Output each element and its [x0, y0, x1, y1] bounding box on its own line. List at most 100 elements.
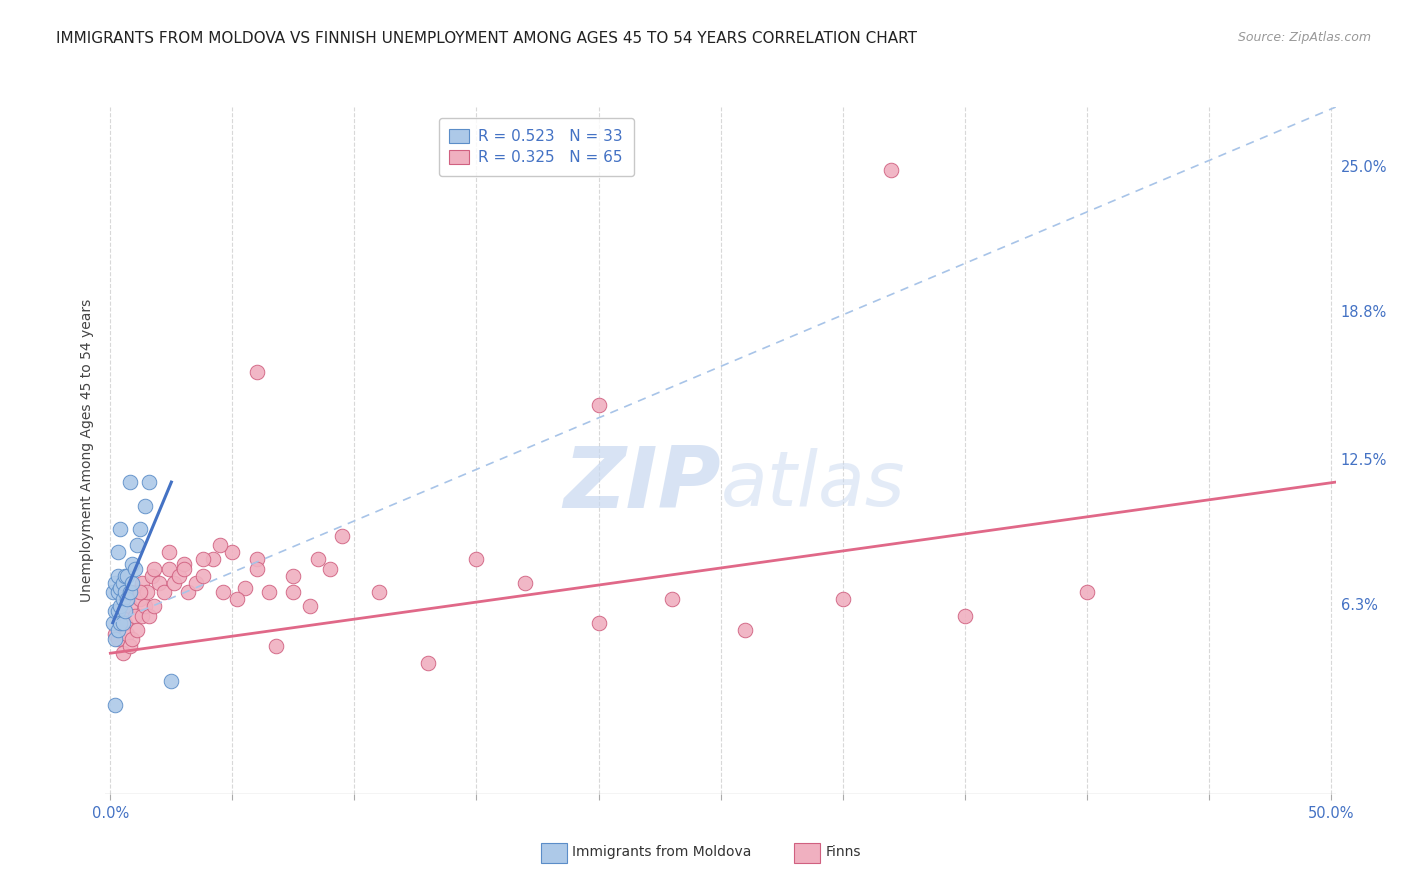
- Point: [124, 585, 146, 599]
- Point: [134, 599, 156, 614]
- Point: [173, 557, 195, 571]
- Point: [121, 575, 143, 590]
- Point: [128, 585, 150, 599]
- Point: [136, 585, 159, 599]
- Point: [114, 615, 136, 630]
- Point: [246, 562, 269, 576]
- Point: [114, 604, 136, 618]
- Point: [107, 623, 129, 637]
- Point: [117, 592, 139, 607]
- Point: [111, 592, 134, 607]
- Text: Finns: Finns: [825, 845, 860, 859]
- Point: [157, 562, 180, 576]
- Point: [121, 632, 143, 647]
- Point: [257, 585, 280, 599]
- Point: [211, 585, 233, 599]
- Point: [246, 552, 269, 566]
- Point: [111, 646, 134, 660]
- Point: [167, 569, 190, 583]
- Point: [307, 552, 329, 566]
- Legend: R = 0.523   N = 33, R = 0.325   N = 65: R = 0.523 N = 33, R = 0.325 N = 65: [439, 118, 634, 176]
- Point: [880, 163, 903, 178]
- Point: [111, 604, 134, 618]
- Point: [104, 627, 127, 641]
- Point: [138, 475, 160, 489]
- Point: [191, 552, 214, 566]
- Point: [124, 608, 146, 623]
- Point: [118, 585, 141, 599]
- Point: [104, 604, 127, 618]
- Text: ZIP: ZIP: [562, 443, 721, 526]
- Point: [246, 365, 269, 379]
- Point: [367, 585, 389, 599]
- Point: [108, 615, 131, 630]
- Point: [588, 615, 610, 630]
- Point: [118, 639, 141, 653]
- Point: [108, 615, 131, 630]
- Point: [143, 562, 166, 576]
- Point: [226, 592, 249, 607]
- Point: [515, 575, 537, 590]
- Text: Source: ZipAtlas.com: Source: ZipAtlas.com: [1237, 31, 1371, 45]
- Point: [953, 608, 976, 623]
- Point: [101, 585, 124, 599]
- Point: [266, 639, 288, 653]
- Point: [173, 562, 195, 576]
- Point: [107, 632, 129, 647]
- Point: [127, 623, 149, 637]
- Text: Immigrants from Moldova: Immigrants from Moldova: [572, 845, 752, 859]
- Point: [121, 557, 143, 571]
- Point: [148, 575, 170, 590]
- Point: [191, 569, 214, 583]
- Point: [118, 599, 141, 614]
- Point: [114, 585, 136, 599]
- Point: [184, 575, 207, 590]
- Point: [299, 599, 322, 614]
- Point: [157, 545, 180, 559]
- Point: [588, 398, 610, 412]
- Text: IMMIGRANTS FROM MOLDOVA VS FINNISH UNEMPLOYMENT AMONG AGES 45 TO 54 YEARS CORREL: IMMIGRANTS FROM MOLDOVA VS FINNISH UNEMP…: [56, 31, 917, 46]
- Point: [416, 656, 439, 670]
- Point: [661, 592, 683, 607]
- Point: [131, 575, 153, 590]
- Point: [101, 615, 124, 630]
- Point: [138, 608, 160, 623]
- Point: [124, 562, 146, 576]
- Point: [233, 581, 256, 595]
- Point: [153, 585, 176, 599]
- Point: [465, 552, 488, 566]
- Point: [177, 585, 200, 599]
- Point: [141, 569, 163, 583]
- Point: [1076, 585, 1098, 599]
- Point: [107, 604, 129, 618]
- Point: [111, 575, 134, 590]
- Point: [319, 562, 342, 576]
- Point: [114, 585, 136, 599]
- Point: [128, 592, 150, 607]
- Point: [831, 592, 853, 607]
- Point: [283, 569, 305, 583]
- Point: [128, 522, 150, 536]
- Point: [163, 575, 186, 590]
- Point: [283, 585, 305, 599]
- Point: [107, 545, 129, 559]
- Point: [143, 599, 166, 614]
- Point: [104, 575, 127, 590]
- Point: [104, 632, 127, 647]
- Point: [108, 522, 131, 536]
- Point: [131, 608, 153, 623]
- Point: [117, 569, 139, 583]
- Point: [111, 615, 134, 630]
- Point: [209, 538, 232, 552]
- Point: [118, 475, 141, 489]
- Point: [160, 674, 183, 689]
- Point: [108, 581, 131, 595]
- Point: [107, 569, 129, 583]
- Point: [221, 545, 243, 559]
- Point: [134, 499, 156, 513]
- Point: [108, 599, 131, 614]
- Point: [201, 552, 224, 566]
- Point: [107, 585, 129, 599]
- Point: [104, 698, 127, 712]
- Point: [114, 569, 136, 583]
